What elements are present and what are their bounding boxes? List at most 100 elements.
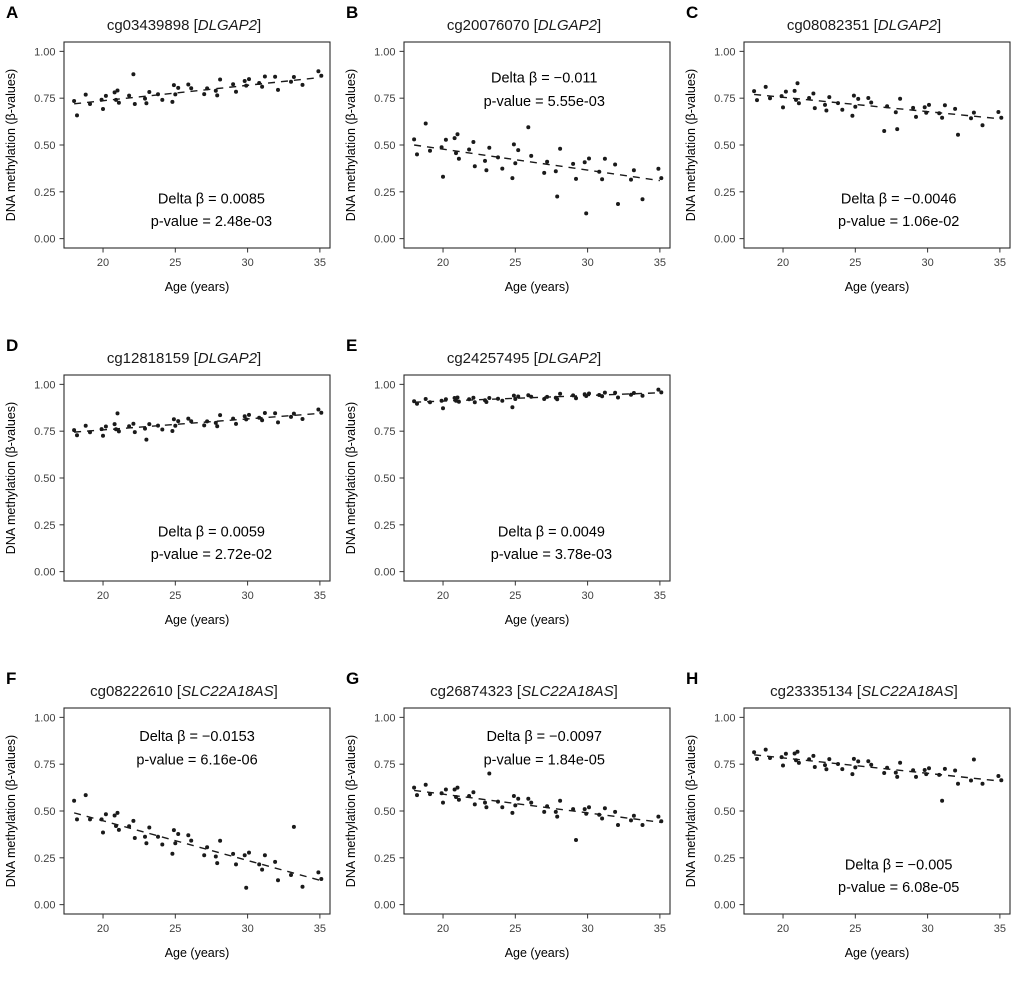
data-point: [574, 176, 578, 181]
data-point: [171, 83, 176, 88]
data-point: [940, 115, 945, 120]
data-point: [529, 800, 534, 805]
data-point: [231, 416, 236, 421]
panel-letter: A: [6, 3, 19, 22]
y-tick-label: 0.00: [714, 234, 735, 246]
data-point: [898, 96, 903, 101]
data-point: [171, 417, 176, 422]
data-point: [189, 419, 194, 424]
data-point: [160, 427, 165, 432]
data-point: [127, 93, 132, 98]
data-point: [300, 884, 305, 889]
y-axis-label: DNA methylation (β-values): [4, 69, 18, 221]
data-point: [516, 394, 521, 399]
annotation-delta: Delta β = 0.0059: [158, 524, 265, 540]
plot-box: [403, 374, 671, 582]
x-tick-label: 30: [921, 257, 933, 269]
data-point: [629, 818, 633, 823]
data-point: [511, 794, 516, 798]
y-tick-label: 1.00: [34, 46, 55, 58]
data-point: [827, 95, 832, 100]
x-tick-label: 20: [97, 257, 109, 269]
data-point: [781, 763, 785, 768]
data-point: [526, 393, 531, 398]
x-tick-label: 20: [437, 590, 449, 602]
data-point: [439, 791, 444, 796]
x-tick-label: 25: [169, 590, 181, 602]
data-point: [257, 81, 262, 85]
data-point: [83, 92, 88, 97]
data-point: [186, 833, 191, 838]
data-point: [836, 762, 840, 766]
data-point: [558, 391, 563, 396]
y-tick-label: 0.25: [34, 853, 55, 865]
data-point: [656, 387, 661, 392]
y-tick-label: 1.00: [374, 379, 395, 391]
data-point: [487, 396, 492, 400]
data-point: [289, 414, 293, 419]
annotation-pvalue: p-value = 3.78e-03: [491, 547, 612, 563]
data-point: [143, 834, 147, 839]
panel-title: cg24257495 [DLGAP2]: [447, 350, 601, 368]
data-point: [112, 422, 117, 427]
annotation-pvalue: p-value = 5.55e-03: [484, 94, 605, 110]
data-point: [882, 129, 887, 133]
data-point: [640, 197, 645, 202]
data-point: [779, 94, 784, 99]
data-point: [812, 106, 817, 111]
data-point: [143, 426, 147, 431]
data-point: [262, 853, 267, 858]
data-point: [455, 785, 460, 790]
data-point: [922, 105, 927, 110]
data-point: [257, 415, 262, 420]
y-tick-label: 0.00: [374, 234, 395, 246]
data-point: [496, 799, 500, 804]
x-tick-label: 35: [654, 923, 666, 935]
y-tick-label: 1.00: [714, 712, 735, 724]
data-point: [415, 401, 419, 406]
bracket-open: [: [852, 682, 862, 700]
data-point: [88, 817, 92, 822]
data-point: [631, 391, 636, 395]
data-point: [260, 418, 265, 423]
y-tick-label: 0.25: [374, 520, 395, 532]
y-tick-label: 0.75: [374, 426, 395, 438]
data-point: [300, 82, 305, 87]
data-point: [513, 397, 518, 401]
data-point: [428, 792, 432, 797]
data-point: [942, 766, 947, 771]
scatter-plot: 0.00 0.25 0.50 0.75 1.00 20 25 30 35 DNA methylat…: [344, 707, 671, 960]
scatter-plot: 0.00 0.25 0.50 0.75 1.00 20 25 30 35 DNA methylat…: [344, 41, 671, 294]
data-point: [112, 90, 117, 95]
data-point: [262, 74, 267, 79]
data-point: [597, 393, 602, 397]
y-tick-label: 0.50: [34, 473, 55, 485]
data-point: [115, 88, 120, 93]
data-point: [971, 757, 976, 762]
data-point: [511, 393, 516, 398]
panel-letter: B: [346, 3, 359, 22]
data-point: [996, 110, 1001, 114]
data-point: [496, 396, 500, 401]
data-point: [273, 859, 278, 864]
data-point: [83, 793, 88, 798]
data-point: [319, 410, 324, 415]
data-point: [244, 885, 249, 890]
x-tick-label: 20: [777, 923, 789, 935]
data-point: [103, 93, 108, 98]
data-point: [602, 390, 607, 395]
data-point: [571, 161, 576, 166]
x-tick-label: 25: [849, 257, 861, 269]
data-point: [807, 757, 812, 762]
data-point: [969, 116, 973, 121]
data-point: [454, 151, 458, 156]
data-point: [213, 854, 218, 859]
data-point: [144, 437, 149, 442]
probe-id: cg23335134: [770, 682, 853, 700]
data-point: [555, 814, 560, 819]
data-points: [752, 81, 1004, 137]
